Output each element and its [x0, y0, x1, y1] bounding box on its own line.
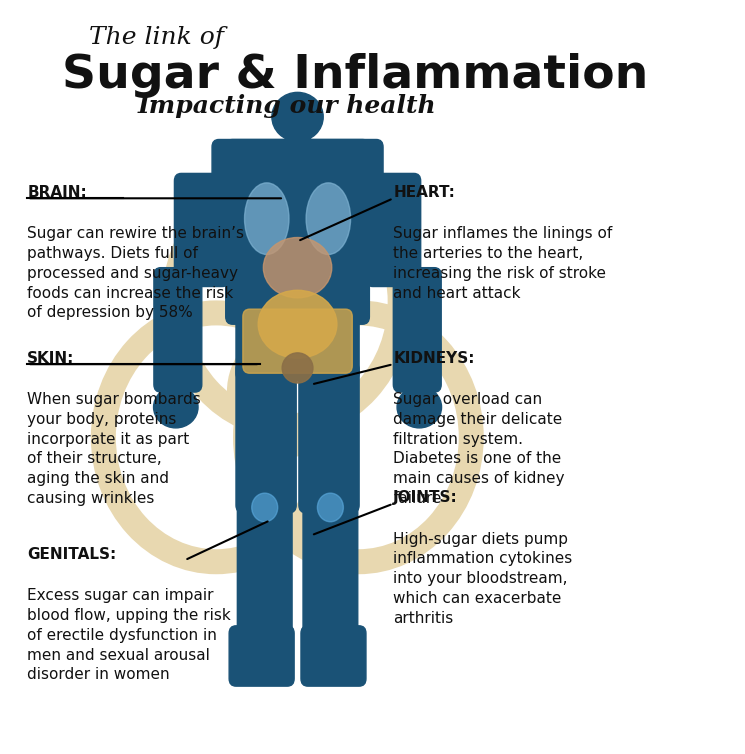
Ellipse shape	[306, 183, 351, 255]
FancyBboxPatch shape	[226, 139, 370, 324]
FancyBboxPatch shape	[236, 302, 359, 381]
Ellipse shape	[244, 183, 289, 255]
FancyBboxPatch shape	[154, 268, 202, 392]
Text: HEART:: HEART:	[393, 185, 455, 200]
Ellipse shape	[282, 353, 313, 383]
Ellipse shape	[259, 290, 337, 358]
Text: JOINTS:: JOINTS:	[393, 490, 458, 505]
Text: BRAIN:: BRAIN:	[28, 185, 87, 200]
FancyBboxPatch shape	[303, 494, 358, 645]
FancyBboxPatch shape	[285, 121, 310, 151]
Text: The link of: The link of	[89, 26, 224, 50]
FancyBboxPatch shape	[236, 362, 297, 513]
Text: Impacting our health: Impacting our health	[138, 94, 437, 118]
Text: Sugar & Inflammation: Sugar & Inflammation	[62, 53, 648, 98]
Text: Excess sugar can impair
blood flow, upping the risk
of erectile dysfunction in
m: Excess sugar can impair blood flow, uppi…	[28, 588, 231, 682]
Ellipse shape	[397, 386, 442, 428]
FancyBboxPatch shape	[243, 309, 352, 373]
Text: Sugar inflames the linings of
the arteries to the heart,
increasing the risk of : Sugar inflames the linings of the arteri…	[393, 226, 612, 301]
Ellipse shape	[252, 493, 278, 522]
Ellipse shape	[272, 93, 323, 142]
Text: High-sugar diets pump
inflammation cytokines
into your bloodstream,
which can ex: High-sugar diets pump inflammation cytok…	[393, 532, 573, 626]
FancyBboxPatch shape	[299, 362, 359, 513]
Text: SKIN:: SKIN:	[28, 351, 74, 366]
Text: Sugar overload can
damage their delicate
filtration system.
Diabetes is one of t: Sugar overload can damage their delicate…	[393, 392, 565, 506]
Text: KIDNEYS:: KIDNEYS:	[393, 351, 475, 366]
FancyBboxPatch shape	[366, 173, 421, 287]
Text: GENITALS:: GENITALS:	[28, 547, 117, 562]
Text: Sugar can rewire the brain’s
pathways. Diets full of
processed and sugar-heavy
f: Sugar can rewire the brain’s pathways. D…	[28, 226, 244, 320]
FancyBboxPatch shape	[238, 494, 292, 645]
Text: When sugar bombards
your body, proteins
incorporate it as part
of their structur: When sugar bombards your body, proteins …	[28, 392, 201, 506]
Ellipse shape	[153, 386, 198, 428]
FancyBboxPatch shape	[229, 626, 294, 686]
FancyBboxPatch shape	[301, 626, 366, 686]
FancyBboxPatch shape	[174, 173, 229, 287]
Ellipse shape	[263, 238, 332, 298]
FancyBboxPatch shape	[393, 268, 441, 392]
FancyBboxPatch shape	[212, 139, 383, 188]
Ellipse shape	[317, 493, 343, 522]
